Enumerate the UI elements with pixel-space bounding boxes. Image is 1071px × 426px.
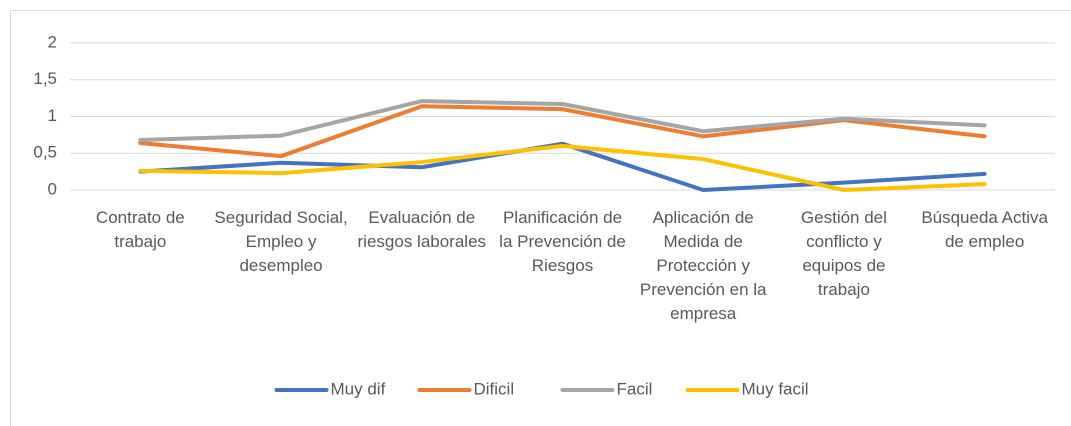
- x-tick-label: Gestión del conflicto y equipos de traba…: [800, 208, 887, 299]
- chart-border: [10, 10, 1071, 426]
- y-tick-label: 0,5: [33, 143, 57, 162]
- legend-label: Facil: [617, 379, 653, 398]
- y-tick-label: 1: [48, 106, 57, 125]
- x-tick-label: Seguridad Social, Empleo y desempleo: [214, 208, 348, 275]
- x-tick-label: Aplicación de Medida de Protección y Pre…: [639, 208, 767, 323]
- y-tick-label: 0: [48, 179, 57, 198]
- x-tick-label: Contrato de trabajo: [95, 208, 185, 251]
- y-tick-label: 1,5: [33, 69, 57, 88]
- line-series: [138, 99, 987, 143]
- line-series: [138, 143, 987, 192]
- x-tick-label: Planificación de la Prevención de Riesgo…: [499, 208, 626, 275]
- legend-label: Dificil: [474, 379, 515, 398]
- x-tick-label: Evaluación de riesgos laborales: [357, 208, 487, 251]
- line-series: [138, 104, 987, 159]
- legend-label: Muy facil: [742, 379, 809, 398]
- legend-label: Muy dif: [331, 379, 386, 398]
- y-tick-label: 2: [48, 32, 57, 51]
- x-tick-label: Búsqueda Activa de empleo: [921, 208, 1048, 251]
- line-series: [138, 141, 987, 192]
